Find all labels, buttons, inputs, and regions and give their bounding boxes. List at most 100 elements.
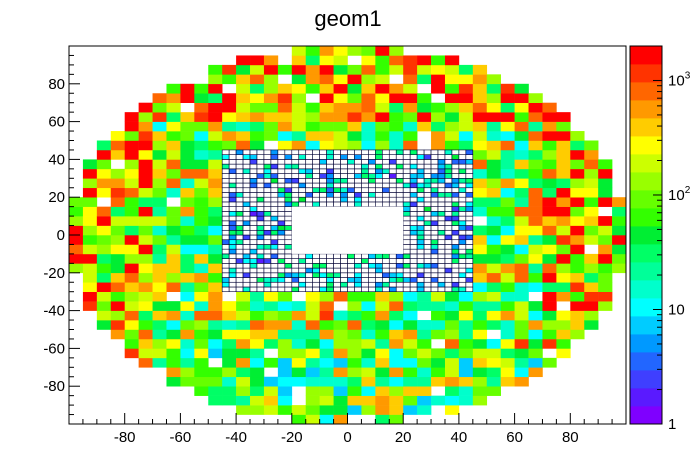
inner-cell	[298, 267, 307, 274]
heatmap-cell	[500, 112, 515, 122]
inner-cell	[235, 277, 244, 283]
inner-cell	[465, 225, 474, 231]
heatmap-cell	[208, 64, 223, 75]
heatmap-cell	[514, 282, 529, 292]
inner-cell	[305, 201, 313, 207]
heatmap-cell	[263, 386, 279, 396]
heatmap-cell	[152, 131, 167, 141]
inner-cell	[221, 239, 230, 245]
inner-cell	[319, 267, 327, 274]
inner-cell	[375, 201, 383, 207]
inner-cell	[249, 154, 258, 160]
heatmap-cell	[250, 64, 265, 75]
heatmap-cell	[152, 178, 167, 189]
heatmap-cell	[236, 64, 251, 75]
palette-band	[630, 334, 662, 353]
inner-cell	[458, 244, 467, 250]
heatmap-cell	[458, 367, 474, 378]
inner-cell	[458, 281, 467, 288]
inner-cell	[291, 258, 300, 264]
inner-cell	[263, 225, 272, 231]
inner-cell	[388, 201, 397, 207]
heatmap-cell	[166, 244, 181, 255]
heatmap-cell	[403, 301, 418, 311]
inner-cell	[402, 182, 411, 189]
heatmap-cell	[444, 329, 460, 340]
heatmap-cell	[152, 310, 167, 321]
heatmap-cell	[319, 121, 334, 132]
inner-cell	[437, 182, 446, 189]
inner-cell	[444, 163, 453, 170]
heatmap-cell	[166, 357, 181, 368]
inner-cell	[402, 196, 411, 203]
inner-cell	[228, 258, 237, 264]
inner-cell	[333, 263, 341, 269]
heatmap-cell	[347, 376, 362, 387]
heatmap-cell	[194, 149, 209, 160]
inner-cell	[368, 187, 376, 193]
heatmap-cell	[361, 301, 376, 311]
inner-cell	[388, 168, 397, 174]
heatmap-cell	[138, 131, 153, 141]
inner-cell	[235, 187, 244, 193]
inner-cell	[465, 248, 474, 255]
inner-cell	[458, 206, 467, 212]
inner-cell	[235, 168, 244, 174]
inner-cell	[409, 220, 418, 226]
inner-cell	[354, 182, 362, 189]
heatmap-cell	[194, 301, 209, 311]
heatmap-cell	[138, 320, 153, 330]
heatmap-cell	[96, 291, 112, 302]
inner-cell	[312, 201, 320, 207]
heatmap-cell	[208, 74, 223, 85]
heatmap-cell	[138, 121, 153, 132]
inner-cell	[444, 229, 453, 236]
heatmap-cell	[361, 386, 376, 396]
inner-cell	[416, 168, 425, 174]
heatmap-cell	[110, 206, 125, 217]
heatmap-cell	[236, 121, 251, 132]
inner-cell	[368, 281, 376, 288]
inner-cell	[284, 220, 293, 226]
heatmap-cell	[598, 235, 613, 245]
heatmap-cell	[236, 320, 251, 330]
inner-cell	[444, 220, 453, 226]
inner-cell	[270, 229, 279, 236]
heatmap-cell	[263, 102, 279, 113]
heatmap-cell	[598, 187, 613, 198]
heatmap-cell	[333, 121, 348, 132]
heatmap-cell	[236, 338, 251, 349]
inner-cell	[277, 173, 286, 179]
heatmap-cell	[180, 320, 195, 330]
heatmap-cell	[82, 301, 98, 311]
heatmap-cell	[570, 140, 585, 151]
heatmap-cell	[96, 216, 112, 226]
inner-cell	[228, 277, 237, 283]
inner-cell	[416, 201, 425, 207]
heatmap-cell	[514, 93, 529, 103]
inner-cell	[291, 263, 300, 269]
heatmap-cell	[528, 310, 543, 321]
heatmap-cell	[542, 263, 557, 274]
heatmap-cell	[556, 253, 571, 264]
inner-cell	[228, 182, 237, 189]
palette-band	[630, 154, 662, 173]
inner-cell	[270, 258, 279, 264]
inner-cell	[235, 267, 244, 274]
heatmap-cell	[152, 93, 167, 103]
heatmap-cell	[458, 329, 474, 340]
heatmap-cell	[403, 64, 418, 75]
y-tick-label: -60	[43, 340, 65, 357]
palette-band	[630, 226, 662, 245]
inner-cell	[312, 178, 320, 184]
inner-cell	[298, 286, 307, 293]
heatmap-cell	[96, 244, 112, 255]
inner-cell	[277, 239, 286, 245]
heatmap-cell	[250, 386, 265, 396]
inner-cell	[277, 182, 286, 189]
inner-cell	[382, 267, 390, 274]
inner-cell	[395, 277, 404, 283]
inner-cell	[375, 168, 383, 174]
heatmap-cell	[556, 140, 571, 151]
heatmap-cell	[486, 74, 501, 85]
